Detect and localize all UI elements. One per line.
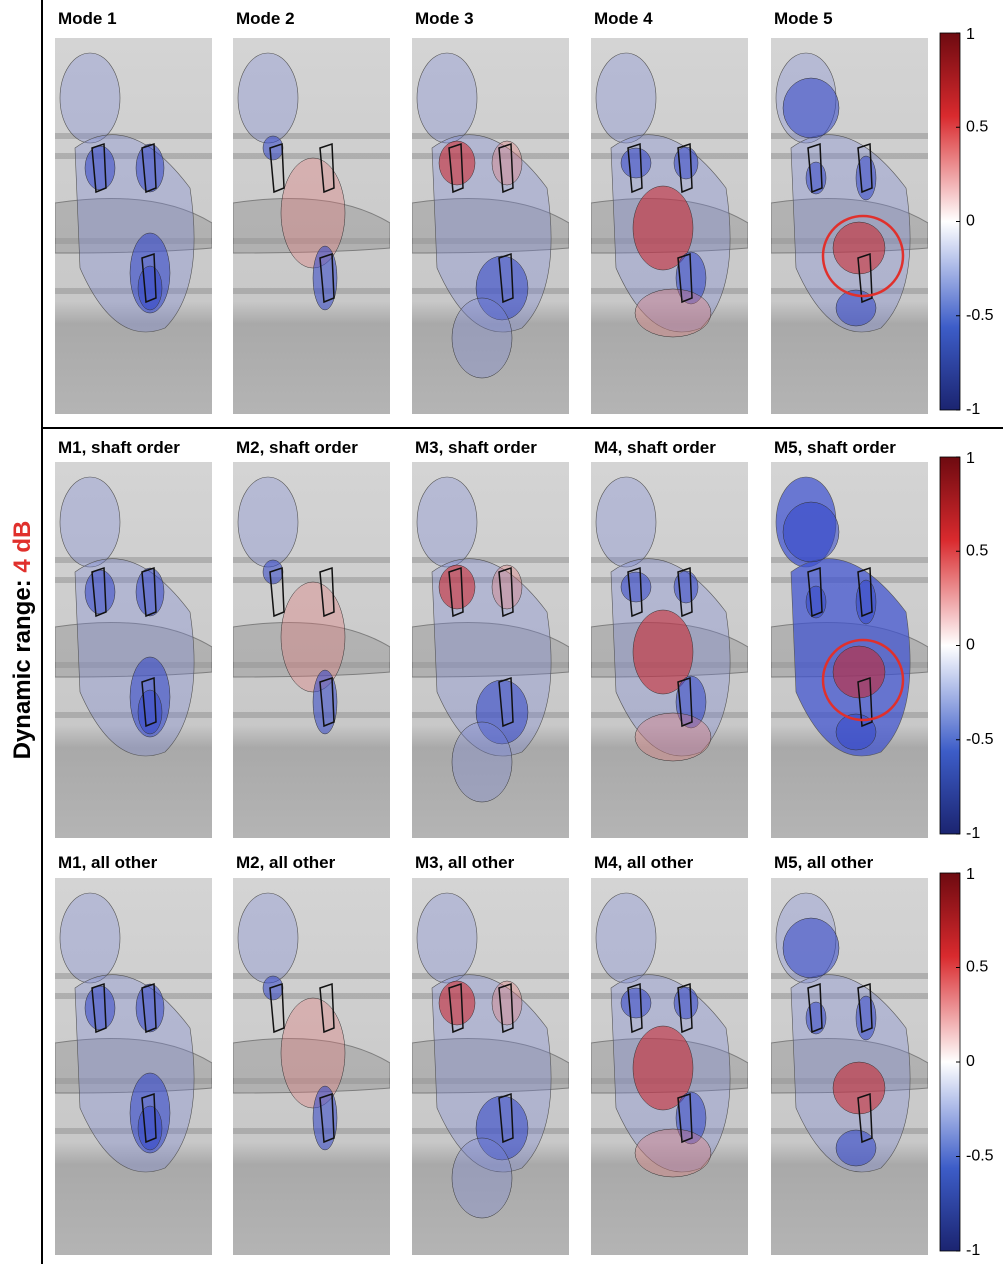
outer-blob [417, 53, 477, 143]
colorbar-tick-label: -1 [966, 401, 980, 418]
field-blob [452, 1138, 512, 1218]
panel-title: Mode 4 [594, 9, 653, 28]
outer-blob [596, 53, 656, 143]
y-label: Dynamic range: 4 dB [9, 521, 36, 760]
y-label-text: Dynamic range: [9, 573, 36, 760]
field-blob [492, 141, 522, 185]
panel [412, 38, 569, 414]
field-blob [263, 976, 283, 1000]
outer-blob [417, 477, 477, 567]
field-blob [439, 981, 475, 1025]
field-blob [635, 1129, 711, 1177]
outer-blob [417, 893, 477, 983]
colorbar-tick-label: -1 [966, 825, 980, 842]
outer-blob [238, 477, 298, 567]
field-blob [439, 141, 475, 185]
field-blob [281, 582, 345, 692]
colorbar-tick-label: 0 [966, 1053, 975, 1070]
panel [55, 462, 212, 838]
field-blob [138, 1106, 162, 1150]
field-blob [136, 144, 164, 192]
panel-title: Mode 2 [236, 9, 295, 28]
field-blob [136, 568, 164, 616]
panel [412, 462, 569, 838]
figure: Dynamic range: 4 dB Mode 1 Mode 2 Mode 3 Mo… [0, 0, 1003, 1264]
panel-title: Mode 1 [58, 9, 117, 28]
field-blob [621, 988, 651, 1018]
outer-blob [60, 893, 120, 983]
panel-title: M1, all other [58, 853, 158, 872]
panel-title: M3, shaft order [415, 438, 537, 457]
panel [55, 38, 212, 414]
y-label-highlight: 4 dB [9, 521, 36, 573]
panel-title: M3, all other [415, 853, 515, 872]
colorbar-tick-label: -1 [966, 1242, 980, 1259]
field-blob [836, 1130, 876, 1166]
colorbar-tick-label: -0.5 [966, 1148, 994, 1165]
field-blob [452, 298, 512, 378]
panel-title: M1, shaft order [58, 438, 180, 457]
panel [412, 878, 569, 1255]
panel-title: M2, all other [236, 853, 336, 872]
field-blob [492, 981, 522, 1025]
field-blob [783, 918, 839, 978]
colorbar-tick-label: -0.5 [966, 731, 994, 748]
field-blob [783, 502, 839, 562]
outer-blob [60, 477, 120, 567]
colorbar-tick-label: -0.5 [966, 307, 994, 324]
panel [233, 38, 390, 414]
panel-title: M5, all other [774, 853, 874, 872]
outer-blob [238, 893, 298, 983]
panel-title: Mode 3 [415, 9, 474, 28]
colorbar-tick-label: 1 [966, 450, 975, 467]
rail [233, 1128, 390, 1134]
panel [771, 38, 928, 414]
outer-blob [596, 477, 656, 567]
field-blob [783, 78, 839, 138]
panel-title: M5, shaft order [774, 438, 896, 457]
field-blob [452, 722, 512, 802]
field-blob [136, 984, 164, 1032]
field-blob [281, 998, 345, 1108]
field-blob [138, 690, 162, 734]
field-blob [439, 565, 475, 609]
panel [591, 878, 748, 1255]
panel-title: Mode 5 [774, 9, 833, 28]
field-blob [281, 158, 345, 268]
field-blob [263, 136, 283, 160]
field-blob [492, 565, 522, 609]
panel [55, 878, 212, 1255]
colorbar-tick-label: 0.5 [966, 118, 988, 135]
field-blob [263, 560, 283, 584]
field-blob [138, 266, 162, 310]
field-blob [85, 570, 115, 614]
panel [233, 878, 390, 1255]
panel [771, 462, 928, 838]
rail [233, 712, 390, 718]
colorbar-tick-label: 1 [966, 866, 975, 883]
panel-title: M2, shaft order [236, 438, 358, 457]
panel [233, 462, 390, 838]
outer-blob [238, 53, 298, 143]
panel-title: M4, all other [594, 853, 694, 872]
field-blob [635, 289, 711, 337]
outer-blob [596, 893, 656, 983]
outer-blob [60, 53, 120, 143]
field-blob [621, 148, 651, 178]
colorbar-tick-label: 0.5 [966, 959, 988, 976]
panel [591, 462, 748, 838]
panel [591, 38, 748, 414]
panel-title: M4, shaft order [594, 438, 716, 457]
field-blob [621, 572, 651, 602]
colorbar-tick-label: 1 [966, 26, 975, 43]
field-blob [635, 713, 711, 761]
colorbar-tick-label: 0.5 [966, 542, 988, 559]
colorbar-tick-label: 0 [966, 637, 975, 654]
colorbar-tick-label: 0 [966, 213, 975, 230]
field-blob [85, 986, 115, 1030]
rail [233, 288, 390, 294]
panel [771, 878, 928, 1255]
field-blob [85, 146, 115, 190]
